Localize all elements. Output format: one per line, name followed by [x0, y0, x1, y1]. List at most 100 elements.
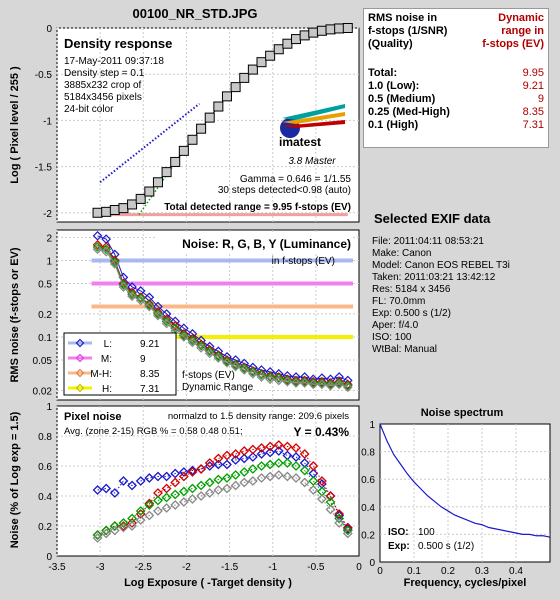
pixel-point: [213, 474, 224, 485]
noise-point: [308, 379, 319, 390]
noise-point: [170, 323, 181, 334]
noise-point: [127, 291, 137, 302]
pixel-title: Pixel noise: [64, 411, 121, 423]
noise-point: [273, 375, 284, 386]
exif-line: File: 2011:04:11 08:53:21: [372, 236, 484, 247]
pixel-point: [291, 443, 301, 453]
noise-point: [299, 375, 310, 386]
density-point: [118, 203, 129, 214]
rms-head-right1: Dynamic: [498, 12, 544, 24]
noise-point: [204, 348, 215, 359]
density-point: [178, 145, 189, 156]
pixel-point: [118, 522, 129, 533]
density-total-range: Total detected range = 9.95 f-stops (EV): [164, 202, 351, 213]
noise-point: [92, 239, 103, 250]
noise-point: [239, 365, 250, 375]
noise-point: [135, 292, 146, 303]
pixel-point: [325, 504, 336, 515]
noise-ylabel: RMS noise (f-stops or EV): [9, 247, 21, 382]
noise-point: [334, 378, 345, 388]
spectrum-exp-value: 0.500 s (1/2): [418, 541, 474, 552]
noise-title-bg: [157, 234, 353, 252]
pixel-point: [187, 494, 198, 504]
pixel-point: [334, 518, 345, 528]
noise-point: [187, 335, 198, 346]
pixel-point: [316, 476, 327, 486]
spectrum-xlabel: Frequency, cycles/pixel: [404, 577, 527, 589]
noise-point: [282, 376, 293, 387]
legend-marker: [75, 368, 85, 378]
noise-point: [317, 379, 327, 390]
density-fit-line: [99, 102, 200, 184]
spectrum-xtick: 0.1: [407, 566, 421, 577]
rms-row-value: 9: [537, 93, 544, 105]
noise-point: [317, 376, 327, 387]
pixel-point: [161, 483, 172, 494]
noise-point: [196, 340, 206, 351]
noise-point: [109, 259, 120, 269]
rms-row-label: 0.25 (Med-High): [368, 106, 450, 118]
noise-point: [118, 282, 129, 292]
noise-point: [222, 356, 232, 367]
pixel-point: [109, 521, 120, 531]
pixel-point: [316, 494, 327, 504]
pixel-point: [308, 461, 319, 471]
noise-point: [248, 366, 258, 377]
spectrum-xtick: 0: [377, 566, 383, 577]
noise-series-line: [97, 248, 348, 388]
pixel-point: [213, 459, 224, 470]
noise-point: [222, 355, 232, 365]
pixel-ytick: 0.8: [38, 432, 52, 443]
rms-row: 0.1 (High) 7.31: [368, 119, 544, 132]
pixel-point: [178, 497, 189, 507]
legend-marker: [75, 383, 85, 393]
noise-point: [144, 301, 155, 312]
pixel-ytick: 0.2: [38, 522, 52, 533]
spectrum-ytick: 0.2: [361, 530, 375, 541]
pixel-point: [196, 491, 207, 501]
rms-head-left3: (Quality): [368, 38, 413, 50]
noise-dr-label: f-stops (EV): [182, 370, 235, 381]
density-point: [221, 91, 232, 102]
noise-point: [178, 332, 189, 342]
noise-point: [325, 378, 336, 388]
pixel-point: [153, 471, 163, 482]
pixel-point: [282, 441, 293, 452]
pixel-xtick: -0.5: [307, 562, 325, 573]
noise-subtitle: in f-stops (EV): [272, 256, 335, 267]
density-crop1: 3885x232 crop of: [64, 80, 142, 91]
pixel-point: [144, 510, 155, 521]
density-point: [144, 186, 155, 197]
pixel-ytick: 0.6: [38, 462, 52, 473]
pixel-xtick: -3.5: [48, 562, 66, 573]
pixel-point: [222, 483, 232, 494]
pixel-point: [230, 449, 241, 459]
pixel-yticks: 1 0.8 0.6 0.4 0.2 0: [38, 402, 52, 563]
spectrum-ytick: 1: [369, 420, 375, 431]
noise-ytick: 0.2: [38, 310, 52, 321]
density-title: Density response: [64, 36, 172, 51]
noise-ytick: 0.02: [33, 386, 53, 397]
noise-point: [256, 369, 267, 380]
spectrum-exp-label: Exp:: [388, 541, 410, 552]
exif-title: Selected EXIF data: [374, 211, 491, 226]
noise-point: [213, 350, 224, 360]
pixel-point: [127, 518, 137, 528]
noise-point: [178, 330, 189, 341]
pixel-point: [282, 458, 293, 468]
pixel-point: [247, 452, 258, 462]
pixel-point: [291, 461, 301, 471]
density-point: [334, 23, 345, 34]
pixel-xlabel: Log Exposure ( -Target density ): [124, 577, 292, 589]
pixel-point: [239, 453, 250, 464]
pixel-point: [101, 483, 112, 494]
noise-point: [178, 328, 189, 339]
density-point: [265, 50, 276, 61]
noise-point: [317, 378, 327, 388]
noise-point: [196, 343, 206, 353]
noise-ytick: 2: [46, 233, 52, 244]
spectrum-xtick: 0.2: [441, 566, 455, 577]
noise-point: [222, 357, 232, 368]
pixel-point: [273, 458, 284, 468]
pixel-point: [299, 477, 310, 488]
